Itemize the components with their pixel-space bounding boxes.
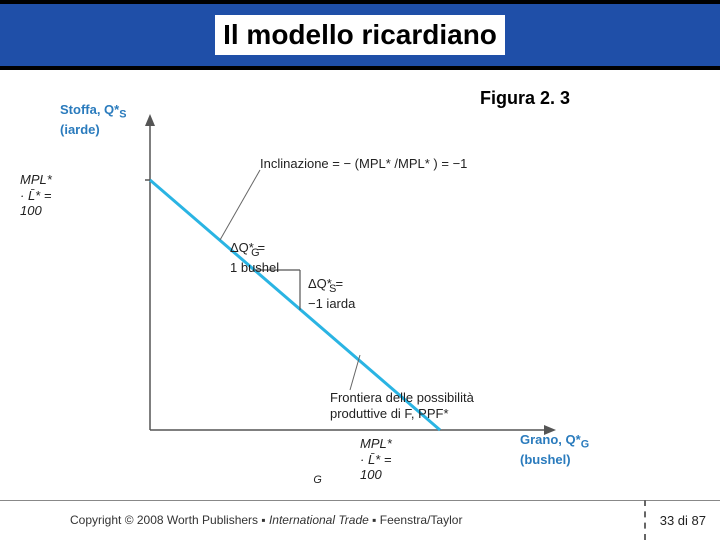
dqs-annotation: ΔQ* =S −1 iarda [308,276,355,311]
ppf-annotation: Frontiera delle possibilità produttive d… [330,390,474,421]
content-area: Figura 2. 3 Stoffa, Q*S (iarde) [0,70,720,480]
x-intercept-label: MPL* · L̄* = 100 G [360,436,392,487]
dqg-annotation: ΔQ* =G 1 bushel [230,240,279,275]
x-axis-label: Grano, Q*G (bushel) [520,432,589,467]
slide-title: Il modello ricardiano [215,15,505,55]
copyright-text: Copyright © 2008 Worth Publishers ▪ Inte… [70,513,462,527]
y-axis-label: Stoffa, Q*S (iarde) [60,102,126,137]
slope-annotation: Inclinazione = − (MPL* /MPL* ) = −1 [260,156,467,172]
footer: Copyright © 2008 Worth Publishers ▪ Inte… [0,500,720,540]
ppf-chart: Stoffa, Q*S (iarde) Grano, Q*G (bushel) … [40,100,600,480]
y-intercept-label: MPL* · L̄* = 100 S [20,172,52,223]
page-number: 33 di 87 [644,500,720,540]
header-band: Il modello ricardiano [0,0,720,70]
footer-divider [0,500,720,501]
